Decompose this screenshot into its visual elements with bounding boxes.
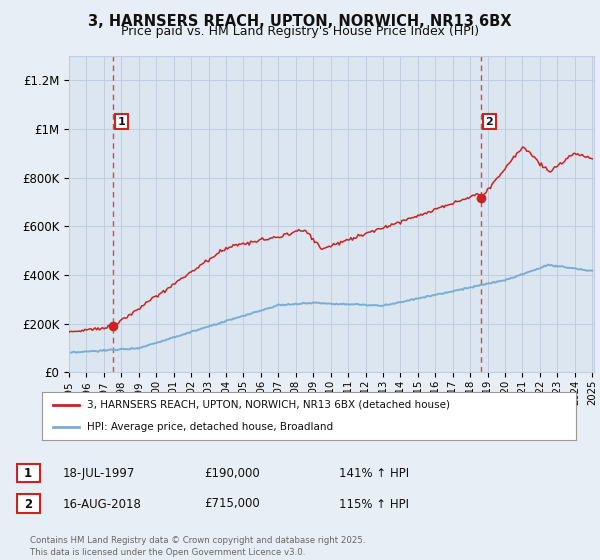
- Text: 141% ↑ HPI: 141% ↑ HPI: [339, 466, 409, 480]
- Text: 1: 1: [118, 116, 125, 127]
- Text: Contains HM Land Registry data © Crown copyright and database right 2025.
This d: Contains HM Land Registry data © Crown c…: [30, 536, 365, 557]
- Text: Price paid vs. HM Land Registry's House Price Index (HPI): Price paid vs. HM Land Registry's House …: [121, 25, 479, 38]
- Text: £715,000: £715,000: [204, 497, 260, 511]
- Text: 18-JUL-1997: 18-JUL-1997: [63, 466, 136, 480]
- Text: HPI: Average price, detached house, Broadland: HPI: Average price, detached house, Broa…: [88, 422, 334, 432]
- Text: 2: 2: [485, 116, 493, 127]
- Text: 115% ↑ HPI: 115% ↑ HPI: [339, 497, 409, 511]
- Text: 16-AUG-2018: 16-AUG-2018: [63, 497, 142, 511]
- Text: £190,000: £190,000: [204, 466, 260, 480]
- Text: 2: 2: [24, 497, 32, 511]
- Text: 3, HARNSERS REACH, UPTON, NORWICH, NR13 6BX: 3, HARNSERS REACH, UPTON, NORWICH, NR13 …: [88, 14, 512, 29]
- Text: 1: 1: [24, 466, 32, 480]
- Text: 3, HARNSERS REACH, UPTON, NORWICH, NR13 6BX (detached house): 3, HARNSERS REACH, UPTON, NORWICH, NR13 …: [88, 400, 451, 410]
